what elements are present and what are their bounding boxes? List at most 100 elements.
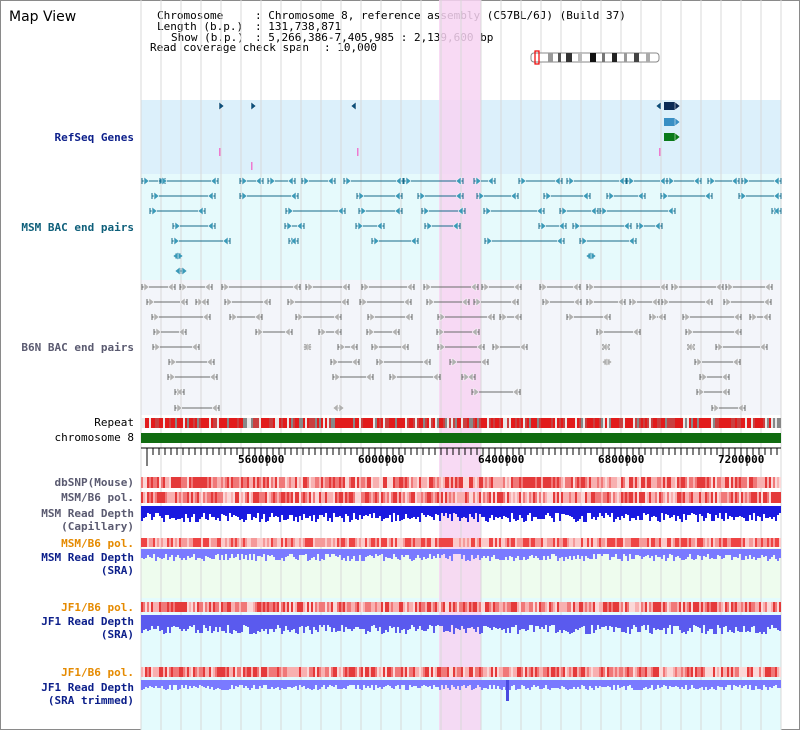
- msm-capillary-depth-bar: [609, 506, 611, 517]
- msm-sra-depth-bar: [525, 549, 527, 560]
- b6n-bac-end: [332, 357, 339, 367]
- msm-sra-depth-bar: [469, 549, 471, 561]
- jf1-sra-depth-bar: [723, 615, 725, 627]
- msm-b6-pol-cell: [421, 538, 423, 547]
- msm-capillary-depth-bar: [555, 506, 557, 513]
- repeat-segment: [663, 418, 665, 428]
- msm-sra-depth-bar: [319, 549, 321, 561]
- msm-bac-end: [743, 176, 750, 186]
- jf1-sra-depth-bar: [753, 615, 755, 626]
- b6n-bac-end: [438, 327, 445, 337]
- jf1-sra-depth-bar: [765, 615, 767, 634]
- msm-bac-end: [608, 191, 615, 201]
- b6n-bac-end: [617, 297, 624, 307]
- jf1-b6-pol-cell: [485, 667, 487, 677]
- jf1-trim-depth-bar: [463, 680, 465, 685]
- msm-capillary-depth-bar: [505, 506, 507, 517]
- msm-b6-pol-cell: [725, 538, 727, 547]
- repeat-segment: [205, 418, 207, 428]
- msm-b6-pol-cell: [337, 492, 339, 503]
- track-label-msm-bac[interactable]: MSM BAC end pairs: [21, 221, 134, 234]
- msm-b6-pol-cell: [687, 492, 689, 503]
- jf1-trim-depth-bar: [727, 680, 729, 685]
- msm-sra-depth-bar: [231, 549, 233, 554]
- dbsnp-cell: [329, 477, 331, 488]
- msm-sra-depth-bar: [493, 549, 495, 555]
- track-label-b6n-bac[interactable]: B6N BAC end pairs: [21, 341, 134, 354]
- jf1-b6-pol-cell: [377, 602, 379, 612]
- b6n-bac-end: [339, 342, 346, 352]
- repeat-segment: [283, 418, 285, 428]
- msm-sra-depth-bar: [403, 549, 405, 557]
- jf1-sra-depth-bar: [485, 615, 487, 626]
- dbsnp-cell: [201, 477, 203, 488]
- dbsnp-cell: [399, 477, 401, 488]
- msm-bac-end: [357, 221, 364, 231]
- jf1-trim-depth-bar: [739, 680, 741, 685]
- msm-sra-depth-bar: [741, 549, 743, 560]
- msm-capillary-depth-bar: [469, 506, 471, 514]
- jf1-trim-depth-bar: [635, 680, 637, 690]
- msm-sra-depth-bar: [429, 549, 431, 554]
- jf1-b6-pol-cell: [603, 667, 605, 677]
- dbsnp-cell: [239, 477, 241, 488]
- msm-capillary-depth-bar: [245, 506, 247, 520]
- jf1-b6-pol-cell: [221, 602, 223, 612]
- repeat-segment: [643, 418, 645, 428]
- repeat-segment: [285, 418, 287, 428]
- msm-sra-depth-bar: [335, 549, 337, 556]
- msm-b6-pol-cell: [159, 492, 161, 503]
- msm-b6-pol-cell: [307, 538, 309, 547]
- jf1-b6-pol-cell: [587, 667, 589, 677]
- jf1-b6-pol-cell: [637, 667, 639, 677]
- msm-capillary-depth-bar: [403, 506, 405, 519]
- msm-capillary-depth-bar: [721, 506, 723, 519]
- jf1-b6-pol-cell: [699, 602, 701, 612]
- msm-b6-pol-cell: [755, 492, 757, 503]
- msm-capillary-depth-bar: [221, 506, 223, 514]
- jf1-trim-depth-bar: [585, 680, 587, 689]
- jf1-b6-pol-cell: [709, 667, 711, 677]
- b6n-bac-end: [223, 282, 230, 292]
- msm-sra-depth-bar: [453, 549, 455, 554]
- msm-sra-depth-bar: [661, 549, 663, 559]
- repeat-segment: [371, 418, 373, 428]
- track-label-refseq-genes[interactable]: RefSeq Genes: [54, 131, 134, 144]
- repeat-segment: [453, 418, 455, 428]
- jf1-sra-depth-bar: [353, 615, 355, 629]
- msm-b6-pol-cell: [703, 492, 705, 503]
- msm-b6-pol-cell: [577, 492, 579, 503]
- msm-b6-pol-cell: [527, 538, 529, 547]
- msm-b6-pol-cell: [603, 538, 605, 547]
- dbsnp-cell: [643, 477, 645, 488]
- jf1-b6-pol-cell: [357, 667, 359, 677]
- msm-b6-pol-cell: [557, 538, 559, 547]
- msm-b6-pol-cell: [337, 538, 339, 547]
- jf1-b6-pol-cell: [183, 667, 185, 677]
- jf1-trim-depth-bar: [403, 680, 405, 685]
- msm-sra-depth-bar: [253, 549, 255, 554]
- msm-b6-pol-cell: [241, 538, 243, 547]
- msm-bac-end: [173, 236, 180, 246]
- msm-capillary-depth-bar: [407, 506, 409, 518]
- jf1-sra-depth-bar: [449, 615, 451, 632]
- msm-b6-pol-cell: [567, 538, 569, 547]
- msm-b6-pol-cell: [183, 538, 185, 547]
- msm-b6-pol-cell: [597, 538, 599, 547]
- msm-b6-pol-cell: [237, 492, 239, 503]
- jf1-sra-depth-bar: [657, 615, 659, 629]
- jf1-b6-pol-cell: [577, 667, 579, 677]
- jf1-b6-pol-cell: [581, 602, 583, 612]
- msm-capillary-depth-bar: [479, 506, 481, 514]
- msm-bac-end: [241, 176, 248, 186]
- msm-b6-pol-cell: [329, 492, 331, 503]
- jf1-b6-pol-cell: [151, 667, 153, 677]
- jf1-b6-pol-cell: [501, 667, 503, 677]
- repeat-segment: [293, 418, 295, 428]
- msm-capillary-depth-bar: [581, 506, 583, 516]
- msm-b6-pol-cell: [165, 538, 167, 547]
- msm-b6-pol-cell: [719, 538, 721, 547]
- jf1-sra-depth-bar: [499, 615, 501, 628]
- jf1-sra-depth-bar: [185, 615, 187, 631]
